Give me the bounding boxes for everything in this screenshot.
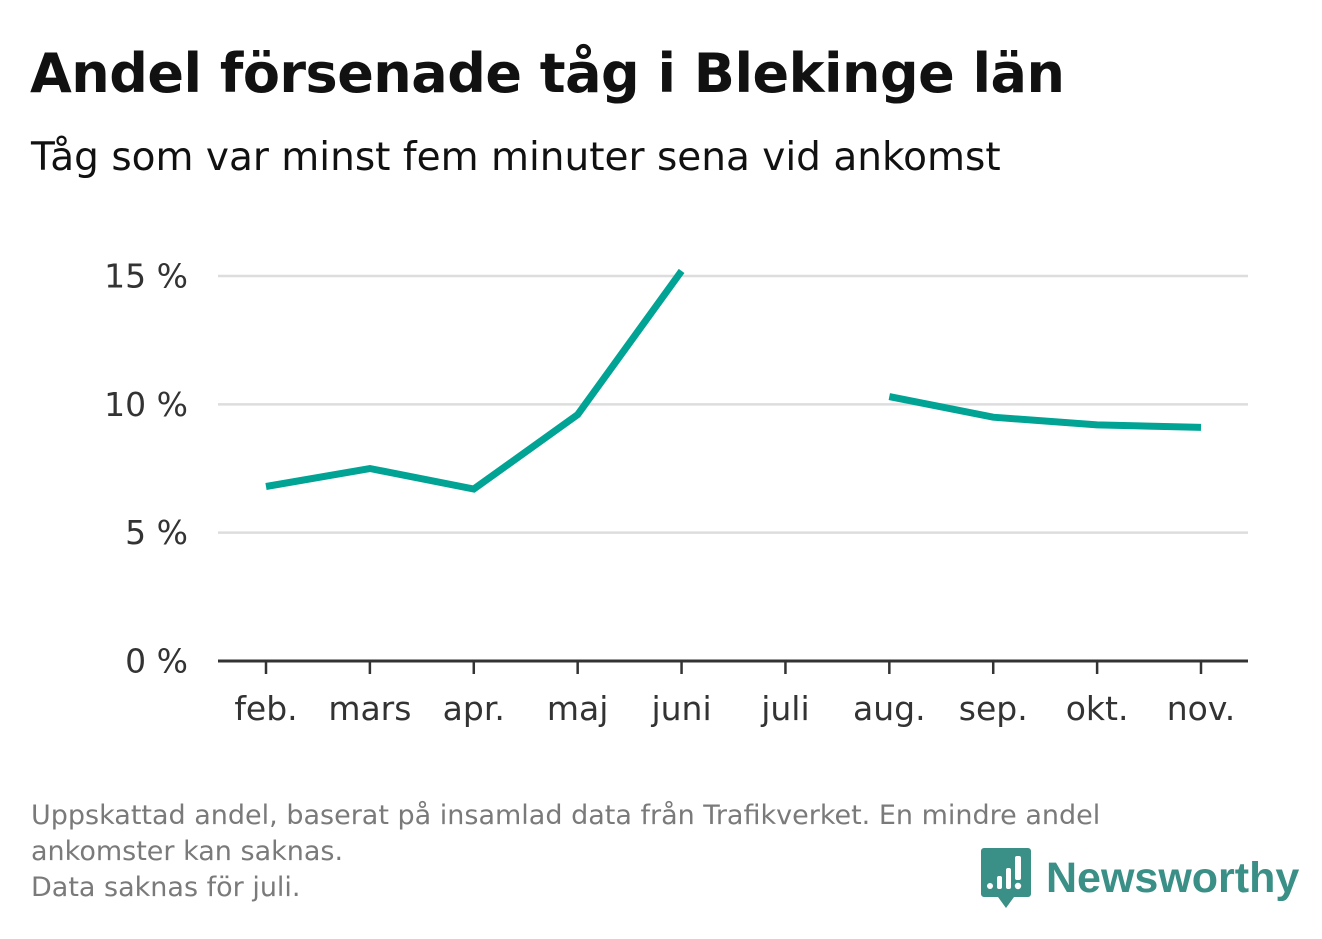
chart-subtitle: Tåg som var minst fem minuter sena vid a… [31,135,1001,180]
x-tick-label: okt. [1066,689,1129,728]
y-tick-label: 10 % [104,385,188,424]
x-tick-label: juni [650,689,711,728]
x-tick-label: feb. [234,689,297,728]
series-lines [265,268,1202,493]
bar-chart-speech-bubble-icon [981,848,1031,908]
x-tick-label: apr. [443,689,505,728]
footnote: Uppskattad andel, baserat på insamlad da… [31,798,1281,906]
y-tick-label: 15 % [104,257,188,296]
y-tick-label: 0 % [125,642,188,681]
gridlines [218,274,1248,534]
footnote-line-1: Uppskattad andel, baserat på insamlad da… [31,800,1101,831]
series-line [265,268,685,493]
brand-name: Newsworthy [1046,854,1300,902]
y-tick-label: 5 % [125,513,188,552]
y-axis-ticks: 0 % 5 % 10 % 15 % [104,257,188,681]
footnote-line-2: ankomster kan saknas. [31,836,344,867]
x-tick-label: sep. [959,689,1028,728]
x-tick-label: nov. [1167,689,1236,728]
x-tick-label: maj [547,689,609,728]
series-line [888,393,1202,431]
newsworthy-logo: Newsworthy [980,846,1299,910]
x-axis-ticks: feb. mars apr. maj juni juli aug. sep. okt. nov. [234,661,1235,728]
chart-title: Andel försenade tåg i Blekinge län [30,42,1065,105]
x-tick-label: aug. [853,689,926,728]
footnote-line-3: Data saknas för juli. [31,872,301,903]
x-tick-label: juli [760,689,809,728]
x-tick-label: mars [328,689,411,728]
